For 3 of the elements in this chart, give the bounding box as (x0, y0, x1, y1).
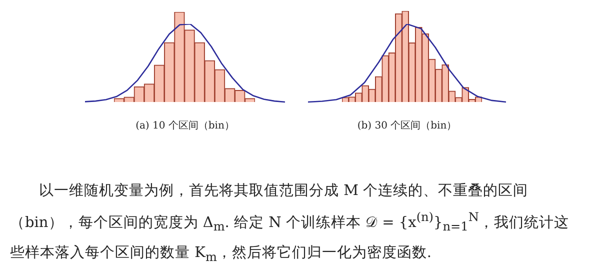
x-axis-title: (b) 30 个区间（bin） (357, 120, 457, 132)
text: 以一维随机变量为例，首先将其取值范围分成 M 个连续的、不重叠的区间（bin），每个区间的宽度为 Δ$_{m}$. 给定 N 个训练样本 𝒟 = {x$^{(n)}$}$_{n=1}$$^{N}$，我们统计这些样本落入每个区间的数量 K$_{m}$，然后将它们归一化为密度函数. (10, 183, 569, 264)
x-axis-title: (a) 10 个区间（bin） (136, 120, 234, 132)
